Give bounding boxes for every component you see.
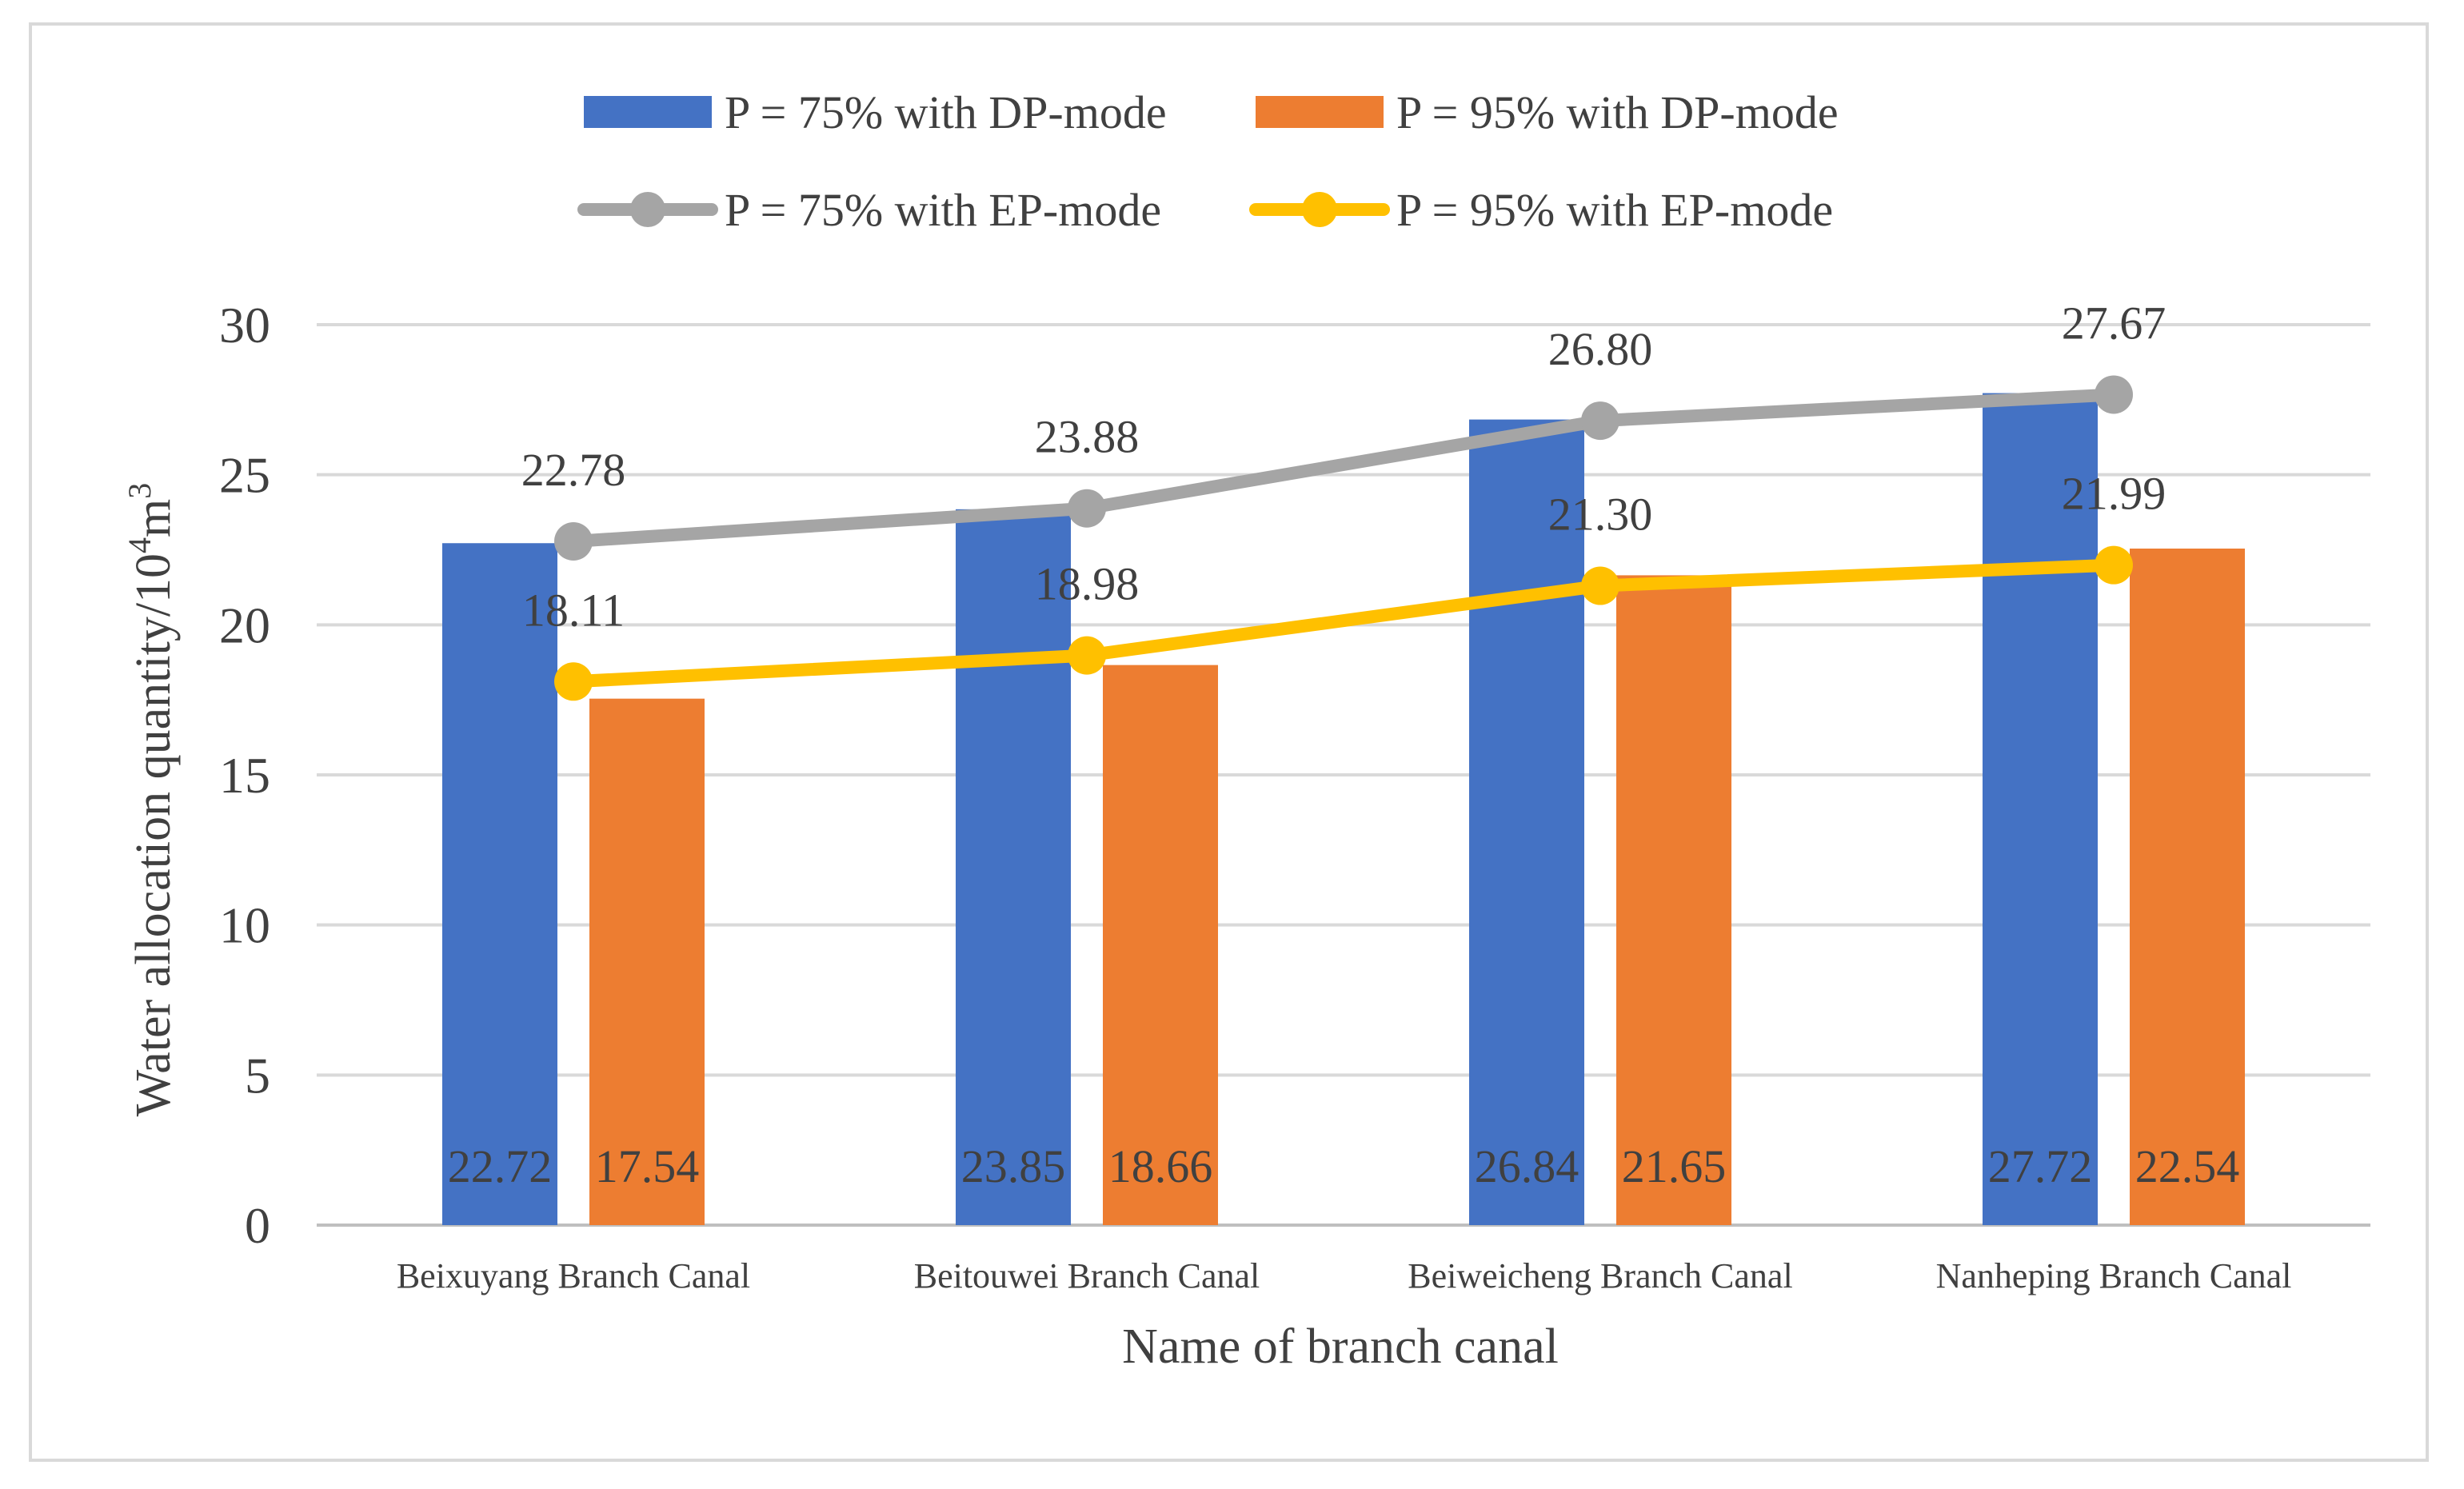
y-tick-label: 20 <box>219 597 270 653</box>
bar-p95-dp <box>2130 548 2245 1225</box>
bar-p75-dp <box>442 543 557 1225</box>
line-data-label: 18.11 <box>522 584 625 636</box>
y-axis-title: Water allocation quantity/104m3 <box>122 483 181 1117</box>
y-tick-label: 30 <box>219 297 270 353</box>
line-data-label: 21.30 <box>1548 489 1653 541</box>
line-data-label: 23.88 <box>1035 411 1140 463</box>
bar-data-label: 18.66 <box>1108 1140 1213 1192</box>
y-tick-label: 0 <box>245 1197 270 1254</box>
bar-data-label: 22.72 <box>448 1140 553 1192</box>
y-axis-title-unit: m <box>126 499 181 537</box>
bar-data-label: 26.84 <box>1475 1140 1579 1192</box>
line-marker-p95-ep <box>1068 636 1106 675</box>
x-category-label: Beiweicheng Branch Canal <box>1408 1256 1792 1295</box>
line-data-label: 22.78 <box>521 444 626 496</box>
line-marker-p75-ep <box>2095 375 2133 414</box>
x-axis-title: Name of branch canal <box>1122 1319 1559 1374</box>
y-tick-label: 15 <box>219 747 270 804</box>
y-tick-label: 10 <box>219 897 270 954</box>
line-marker-p75-ep <box>1068 489 1106 528</box>
y-tick-label: 5 <box>245 1047 270 1104</box>
bar-p75-dp <box>956 509 1071 1225</box>
legend-swatch-marker <box>630 192 665 227</box>
y-axis-title-sup2: 3 <box>122 483 158 499</box>
x-category-label: Nanheping Branch Canal <box>1936 1256 2292 1295</box>
line-marker-p95-ep <box>554 662 593 701</box>
line-p75-ep <box>567 388 2120 548</box>
bar-p75-dp <box>1469 419 1584 1225</box>
y-axis-title-main: Water allocation quantity/10 <box>126 553 181 1116</box>
y-tick-label: 25 <box>219 447 270 504</box>
bar-p95-dp <box>1616 575 1731 1225</box>
line-marker-p75-ep <box>554 521 593 561</box>
line-data-label: 18.98 <box>1035 558 1140 610</box>
bar-p95-dp <box>1103 665 1218 1225</box>
legend-label: P = 95% with EP-mode <box>1396 184 1833 236</box>
legend-swatch-bar <box>1256 96 1384 128</box>
line-p95-ep <box>567 558 2120 689</box>
bar-p75-dp <box>1983 393 2098 1226</box>
line-marker-p75-ep <box>1581 401 1619 441</box>
bar-p95-dp <box>589 698 705 1225</box>
line-marker-p95-ep <box>1581 566 1619 605</box>
legend-swatch-marker <box>1302 192 1337 227</box>
x-category-label: Beixuyang Branch Canal <box>397 1256 750 1295</box>
y-axis-title-sup: 4 <box>122 537 158 553</box>
legend-label: P = 75% with EP-mode <box>725 184 1161 236</box>
x-category-label: Beitouwei Branch Canal <box>914 1256 1260 1295</box>
line-data-label: 27.67 <box>2062 297 2166 349</box>
line-data-label: 26.80 <box>1548 323 1653 375</box>
bar-data-label: 27.72 <box>1988 1140 2093 1192</box>
legend-swatch-bar <box>584 96 712 128</box>
bar-data-label: 17.54 <box>595 1140 700 1192</box>
line-data-label: 21.99 <box>2062 468 2166 520</box>
legend-label: P = 95% with DP-mode <box>1396 86 1839 138</box>
line-marker-p95-ep <box>2095 545 2133 585</box>
bar-data-label: 22.54 <box>2135 1140 2240 1192</box>
legend-label: P = 75% with DP-mode <box>725 86 1167 138</box>
bar-data-label: 23.85 <box>961 1140 1066 1192</box>
bar-data-label: 21.65 <box>1622 1140 1727 1192</box>
